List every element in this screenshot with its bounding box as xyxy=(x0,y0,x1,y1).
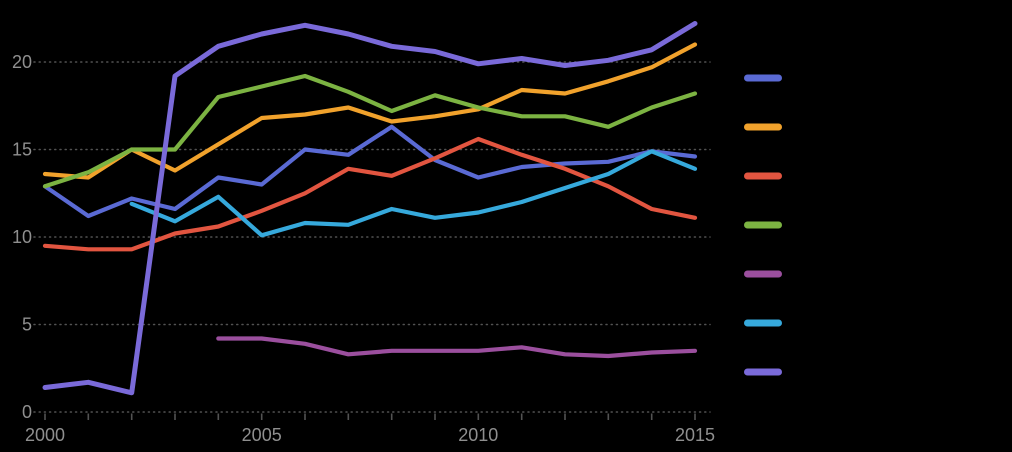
legend-swatch-cyan-series xyxy=(744,319,782,327)
y-tick-label: 0 xyxy=(22,402,32,422)
x-tick-label: 2015 xyxy=(675,425,715,445)
legend-swatch-red-series xyxy=(744,172,782,180)
y-tick-label: 10 xyxy=(12,227,32,247)
legend-swatch-purple-series xyxy=(744,270,782,278)
series-line-cyan-series xyxy=(129,149,698,238)
legend-swatch-blue-series xyxy=(744,74,782,82)
series-line-green-series xyxy=(42,73,698,189)
legend-swatch-green-series xyxy=(744,221,782,229)
series-line-blue-series xyxy=(42,124,698,219)
y-tick-label: 20 xyxy=(12,52,32,72)
x-tick-label: 2000 xyxy=(25,425,65,445)
legend-swatch-orange-series xyxy=(744,123,782,131)
y-tick-label: 5 xyxy=(22,315,32,335)
series-line-violet-series xyxy=(42,21,698,396)
y-tick-label: 15 xyxy=(12,140,32,160)
series-line-orange-series xyxy=(42,42,698,180)
x-tick-label: 2010 xyxy=(458,425,498,445)
x-tick-label: 2005 xyxy=(242,425,282,445)
series-line-purple-series xyxy=(216,336,698,359)
legend-swatch-violet-series xyxy=(744,368,782,376)
